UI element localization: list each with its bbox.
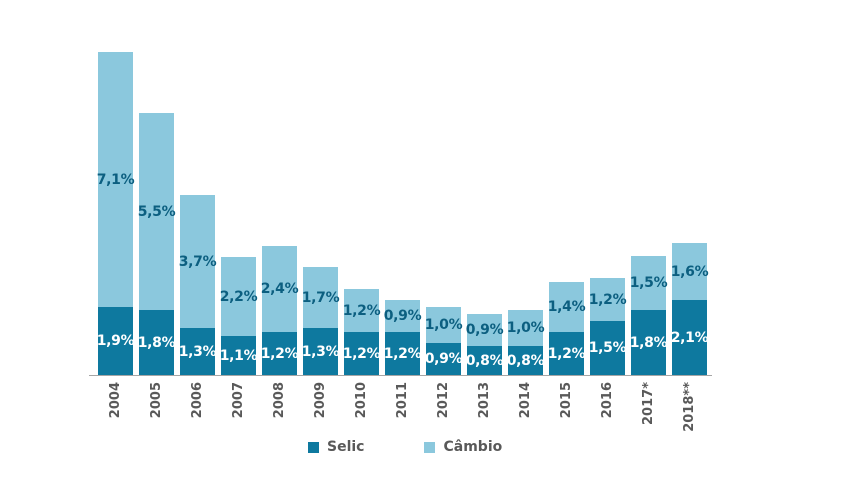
cambio-value-label: 2,4%	[260, 281, 299, 297]
bar-2007: 2,2% 1,1%	[219, 257, 258, 375]
bar-2013: 0,9% 0,8%	[465, 314, 504, 375]
x-axis-label: 2006	[190, 382, 205, 419]
cambio-value-label: 1,5%	[629, 275, 668, 291]
x-axis-label: 2016	[600, 382, 615, 419]
bar-2009: 1,7% 1,3%	[301, 267, 340, 375]
bar-2015: 1,4% 1,2%	[547, 282, 586, 375]
cambio-segment: 1,2%	[588, 278, 627, 321]
cambio-segment: 5,5%	[137, 113, 176, 310]
x-axis-label: 2017*	[641, 382, 656, 425]
selic-value-label: 1,2%	[342, 345, 381, 362]
cambio-value-label: 2,2%	[219, 288, 258, 305]
selic-segment: 1,9%	[96, 307, 135, 375]
cambio-segment: 1,2%	[342, 289, 381, 332]
bar-2008: 2,4% 1,2%	[260, 246, 299, 375]
selic-segment: 1,2%	[260, 332, 299, 375]
selic-segment: 1,2%	[342, 332, 381, 375]
selic-value-label: 0,8%	[465, 352, 504, 369]
selic-value-label: 1,3%	[178, 343, 217, 360]
x-axis-label: 2014	[518, 382, 533, 419]
bar-2011: 0,9% 1,2%	[383, 300, 422, 375]
cambio-segment: 7,1%	[96, 52, 135, 307]
selic-segment: 1,5%	[588, 321, 627, 375]
cambio-value-label: 3,7%	[178, 253, 217, 270]
selic-segment: 1,1%	[219, 336, 258, 375]
cambio-segment: 1,5%	[629, 256, 668, 310]
selic-segment: 1,2%	[547, 332, 586, 375]
x-axis-label: 2010	[354, 382, 369, 419]
selic-value-label: 1,2%	[547, 345, 586, 362]
legend-label-selic: Selic	[327, 439, 365, 455]
selic-value-label: 1,2%	[383, 345, 422, 362]
x-axis-line	[89, 375, 712, 376]
bar-2014: 1,0% 0,8%	[506, 310, 545, 375]
legend-label-cambio: Câmbio	[443, 439, 503, 455]
cambio-segment: 2,2%	[219, 257, 258, 336]
cambio-value-label: 1,0%	[506, 320, 545, 336]
x-axis-label: 2009	[313, 382, 328, 419]
selic-segment: 2,1%	[670, 300, 709, 375]
x-axis-label: 2011	[395, 382, 410, 419]
bar-2012: 1,0% 0,9%	[424, 307, 463, 375]
selic-segment: 0,9%	[424, 343, 463, 375]
cambio-segment: 1,6%	[670, 243, 709, 300]
bar-2005: 5,5% 1,8%	[137, 113, 176, 375]
cambio-value-label: 0,9%	[465, 322, 504, 338]
cambio-value-label: 1,2%	[342, 302, 381, 319]
bar-2018: 1,6% 2,1%	[670, 243, 709, 375]
selic-value-label: 1,8%	[629, 334, 668, 351]
selic-value-label: 1,3%	[301, 343, 340, 360]
cambio-segment: 3,7%	[178, 195, 217, 328]
x-axis-label: 2018**	[682, 382, 697, 432]
cambio-value-label: 1,2%	[588, 291, 627, 308]
selic-segment: 1,3%	[178, 328, 217, 375]
selic-value-label: 0,8%	[506, 352, 545, 369]
cambio-segment: 1,7%	[301, 267, 340, 328]
legend: Selic Câmbio	[308, 440, 502, 454]
cambio-value-label: 1,0%	[424, 317, 463, 333]
selic-value-label: 1,2%	[260, 345, 299, 362]
x-axis-label: 2004	[108, 382, 123, 419]
cambio-value-label: 7,1%	[96, 171, 135, 188]
cambio-value-label: 1,7%	[301, 289, 340, 306]
cambio-segment: 1,0%	[424, 307, 463, 343]
selic-segment: 0,8%	[506, 346, 545, 375]
cambio-value-label: 1,6%	[670, 263, 709, 280]
legend-item-cambio: Câmbio	[424, 440, 502, 454]
selic-value-label: 1,8%	[137, 334, 176, 351]
selic-segment: 0,8%	[465, 346, 504, 375]
selic-segment: 1,8%	[137, 310, 176, 375]
selic-value-label: 1,5%	[588, 340, 627, 356]
bar-2010: 1,2% 1,2%	[342, 289, 381, 375]
cambio-segment: 1,0%	[506, 310, 545, 346]
x-axis-label: 2015	[559, 382, 574, 419]
cambio-value-label: 5,5%	[137, 203, 176, 220]
cambio-value-label: 1,4%	[547, 299, 586, 315]
legend-swatch-cambio	[424, 441, 436, 453]
x-axis-label: 2008	[272, 382, 287, 419]
cambio-segment: 1,4%	[547, 282, 586, 332]
selic-segment: 1,8%	[629, 310, 668, 375]
x-axis-label: 2013	[477, 382, 492, 419]
bar-2016: 1,2% 1,5%	[588, 278, 627, 375]
bar-2004: 7,1% 1,9%	[96, 52, 135, 375]
selic-value-label: 2,1%	[670, 329, 709, 346]
cambio-segment: 2,4%	[260, 246, 299, 332]
cambio-segment: 0,9%	[383, 300, 422, 332]
bar-2017: 1,5% 1,8%	[629, 256, 668, 375]
legend-swatch-selic	[308, 441, 319, 453]
x-axis-label: 2012	[436, 382, 451, 419]
bar-2006: 3,7% 1,3%	[178, 195, 217, 375]
x-axis-label: 2005	[149, 382, 164, 419]
cambio-segment: 0,9%	[465, 314, 504, 346]
cambio-value-label: 0,9%	[383, 308, 422, 324]
legend-item-selic: Selic	[308, 440, 364, 454]
selic-value-label: 0,9%	[424, 351, 463, 367]
x-axis-label: 2007	[231, 382, 246, 419]
selic-value-label: 1,9%	[96, 333, 135, 349]
selic-value-label: 1,1%	[219, 347, 258, 364]
selic-segment: 1,2%	[383, 332, 422, 375]
selic-segment: 1,3%	[301, 328, 340, 375]
